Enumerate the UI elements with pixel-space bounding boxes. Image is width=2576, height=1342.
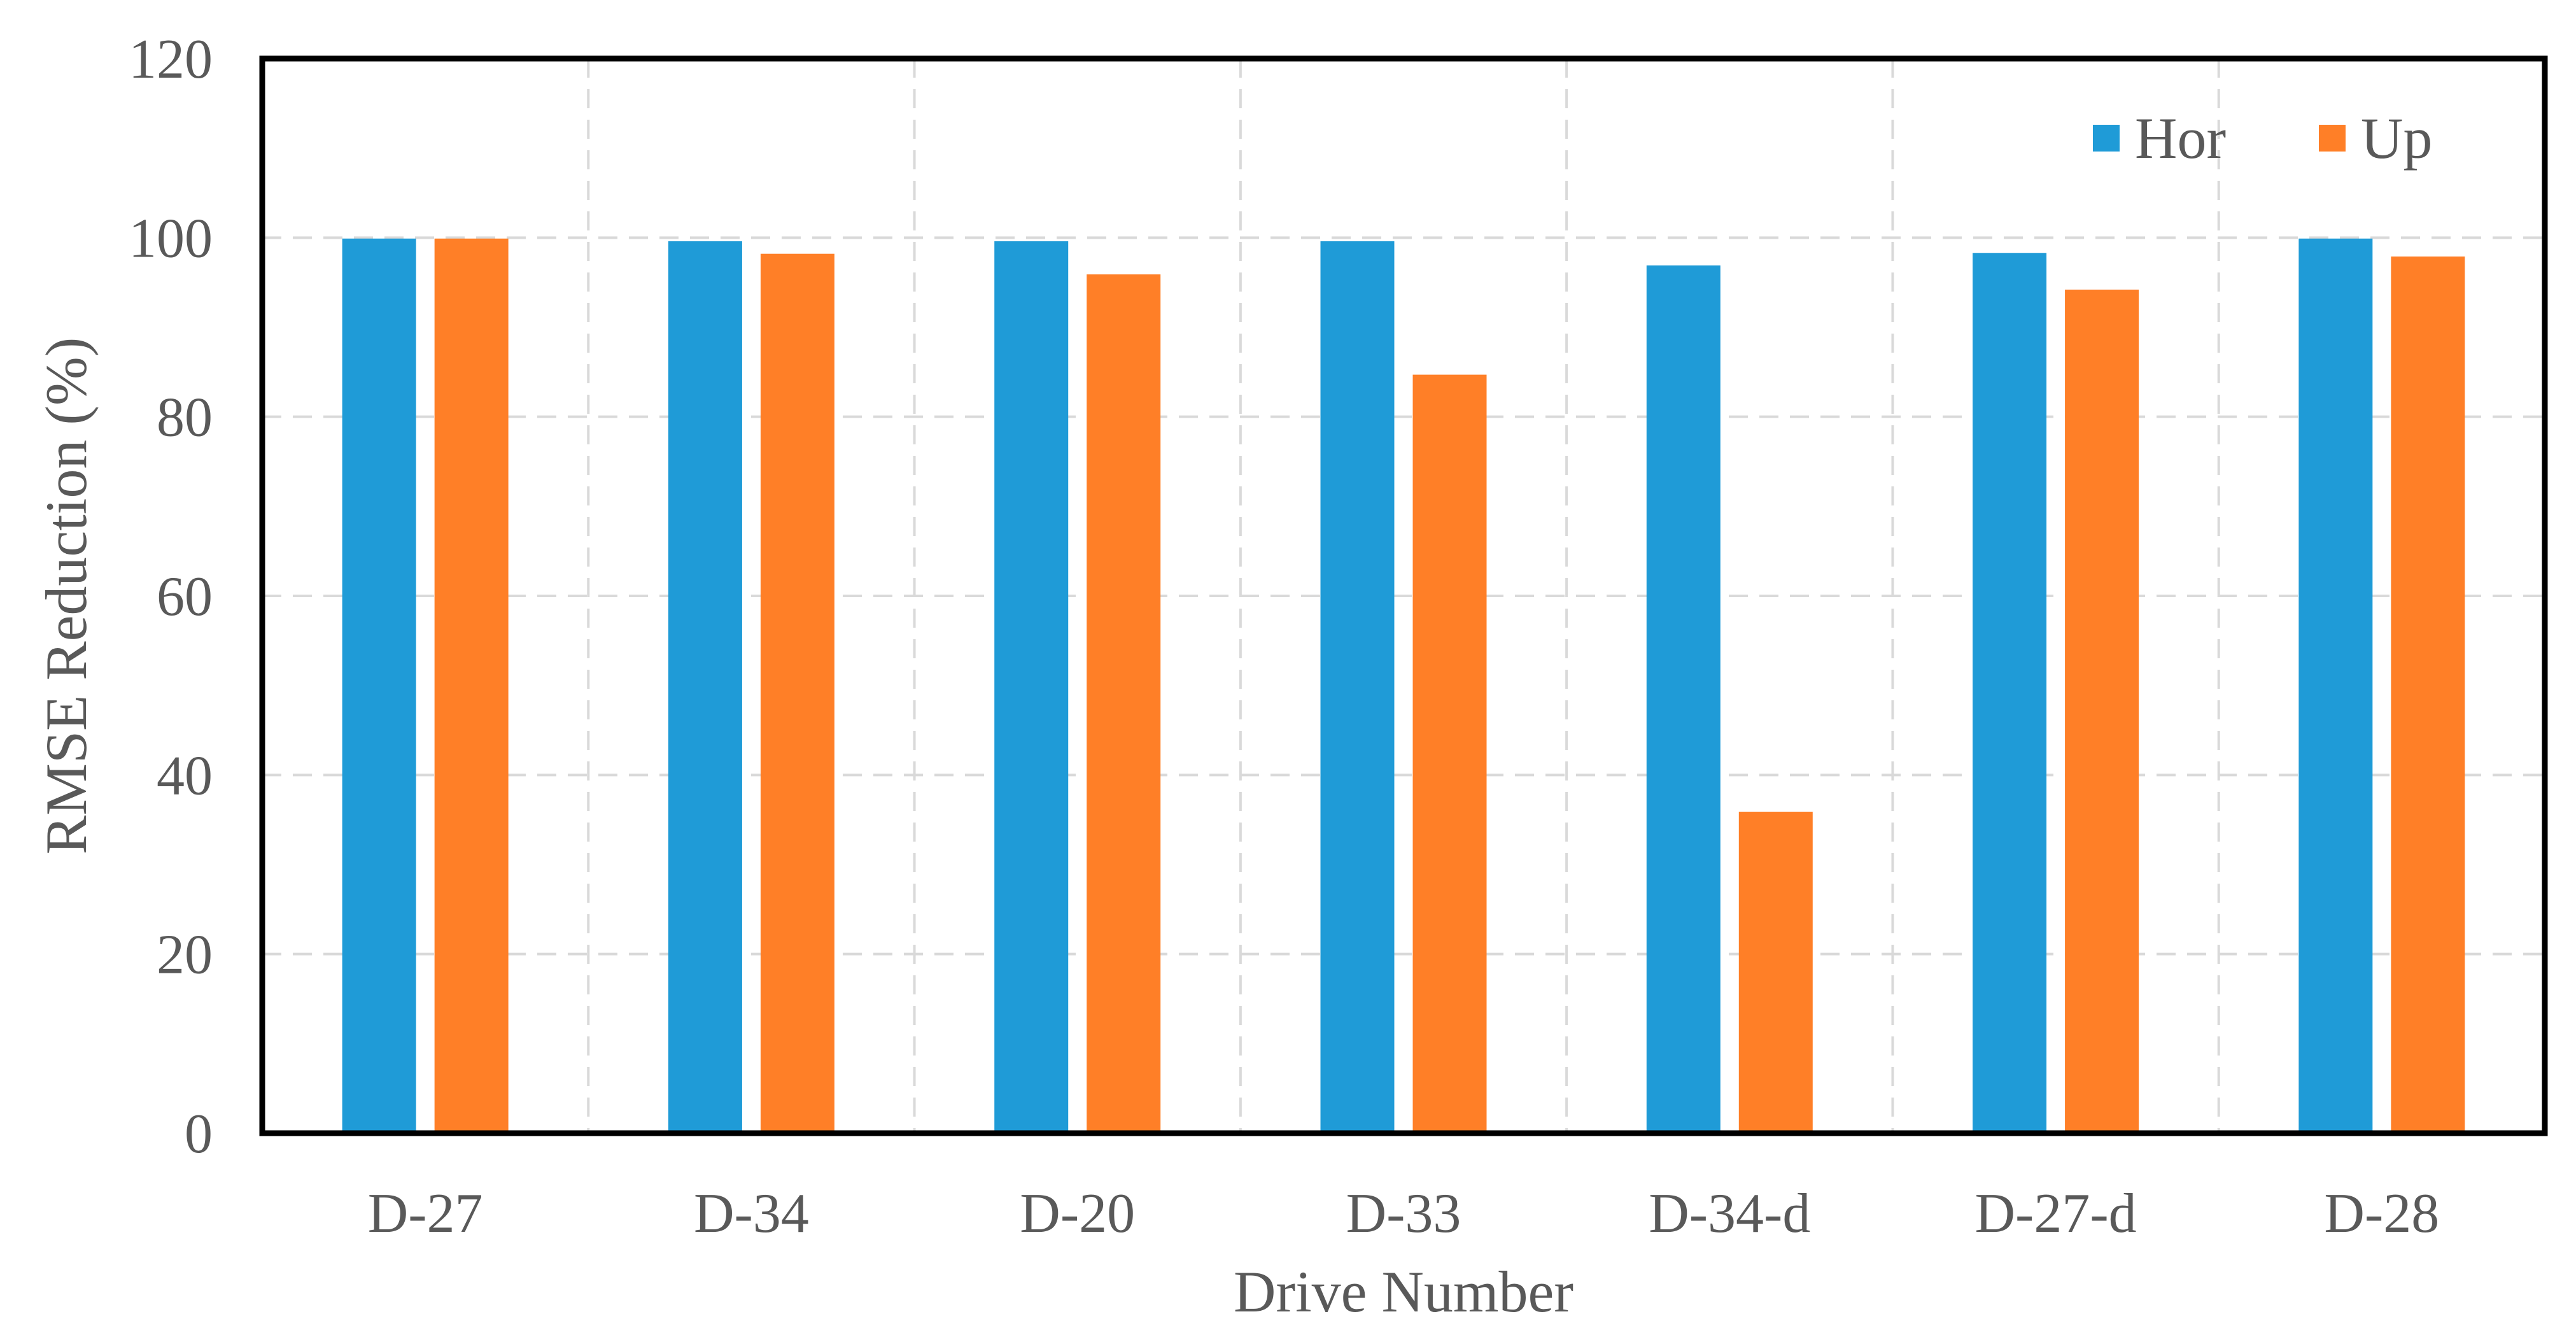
y-tick-label: 20 <box>157 924 213 986</box>
legend-label-up: Up <box>2361 106 2432 171</box>
bar-up-d-27-d <box>2065 289 2139 1133</box>
bar-hor-d-34 <box>668 241 742 1134</box>
x-tick-label: D-33 <box>1346 1183 1461 1245</box>
bar-hor-d-28 <box>2298 238 2373 1133</box>
bar-hor-d-27 <box>342 238 416 1133</box>
grid-layer <box>262 59 2545 1133</box>
legend-label-hor: Hor <box>2135 106 2226 171</box>
x-tick-label: D-20 <box>1020 1183 1135 1245</box>
y-tick-label: 120 <box>129 29 213 90</box>
x-tick-labels: D-27 D-34 D-20 D-33 D-34-d D-27-d D-28 <box>368 1183 2440 1245</box>
bar-up-d-34-d <box>1738 812 1813 1133</box>
y-tick-label: 60 <box>157 566 213 628</box>
bar-hor-d-20 <box>994 241 1069 1134</box>
legend-swatch-hor <box>2093 125 2120 152</box>
legend: Hor Up <box>2093 106 2432 171</box>
x-tick-label: D-27-d <box>1974 1183 2136 1245</box>
bar-hor-d-27-d <box>1973 253 2047 1133</box>
x-axis-title: Drive Number <box>1234 1259 1573 1324</box>
legend-swatch-up <box>2319 125 2346 152</box>
bar-hor-d-34-d <box>1646 265 1721 1134</box>
bar-up-d-33 <box>1412 374 1487 1133</box>
bar-up-d-27 <box>434 238 509 1133</box>
x-tick-label: D-34-d <box>1649 1183 1810 1245</box>
bars-layer <box>342 238 2465 1134</box>
bar-up-d-28 <box>2391 256 2465 1134</box>
bar-up-d-20 <box>1087 274 1161 1134</box>
y-tick-label: 80 <box>157 387 213 449</box>
y-tick-label: 100 <box>129 208 213 269</box>
bar-up-d-34 <box>760 253 834 1133</box>
y-tick-label: 40 <box>157 745 213 807</box>
y-tick-labels: 0 20 40 60 80 100 120 <box>129 29 213 1165</box>
bar-hor-d-33 <box>1320 241 1395 1134</box>
x-tick-label: D-27 <box>368 1183 483 1245</box>
y-tick-label: 0 <box>185 1103 213 1165</box>
x-tick-label: D-28 <box>2324 1183 2439 1245</box>
y-axis-title: RMSE Reduction (%) <box>34 337 99 855</box>
x-tick-label: D-34 <box>694 1183 809 1245</box>
